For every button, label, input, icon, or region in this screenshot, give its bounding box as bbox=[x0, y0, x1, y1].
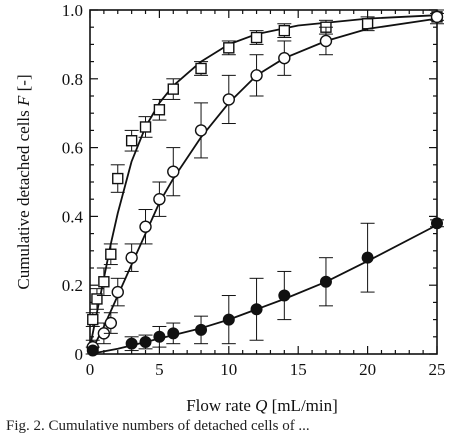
y-tick-label: 0.2 bbox=[62, 276, 83, 295]
plot-frame bbox=[89, 9, 438, 355]
series-1-point bbox=[87, 313, 99, 326]
series-2-fit-line bbox=[89, 17, 438, 355]
y-tick-label: 0 bbox=[75, 345, 84, 364]
series-3-point bbox=[222, 313, 235, 326]
series-2-point bbox=[139, 220, 152, 233]
y-tick-label: 0.4 bbox=[62, 207, 84, 226]
y-tick-label: 0.6 bbox=[62, 139, 83, 158]
series-1-point bbox=[139, 121, 152, 133]
series-3-point bbox=[86, 344, 99, 357]
series-1-point bbox=[125, 135, 138, 147]
series-1-point bbox=[250, 31, 263, 44]
series-2-point bbox=[111, 285, 124, 299]
series-1-point bbox=[91, 293, 103, 305]
series-1-point bbox=[361, 18, 374, 30]
series-2-point bbox=[430, 10, 444, 24]
series-1-point bbox=[278, 24, 291, 37]
x-tick-label: 0 bbox=[86, 360, 95, 379]
series-2-point bbox=[194, 124, 208, 137]
series-3-point bbox=[250, 303, 263, 316]
series-3-point bbox=[139, 335, 152, 348]
x-tick-label: 10 bbox=[220, 360, 237, 379]
x-axis-label: Flow rate Q [mL/min] bbox=[186, 396, 338, 415]
series-2-point bbox=[167, 165, 180, 178]
series-3-point bbox=[153, 330, 166, 343]
y-axis-label: Cumulative detached cells F [-] bbox=[14, 74, 33, 289]
series-1-point bbox=[105, 248, 117, 260]
plot-area: 0 5 10 15 20 25 0 0.2 0.4 0.6 0.8 1.0 bbox=[62, 1, 446, 379]
series-1-point bbox=[167, 83, 179, 95]
series-2-point bbox=[278, 51, 291, 65]
y-tick-label: 0.8 bbox=[62, 70, 83, 89]
series-1-point bbox=[223, 42, 235, 54]
detachment-chart: 0 5 10 15 20 25 0 0.2 0.4 0.6 0.8 1.0 Cumulative de… bbox=[14, 1, 446, 415]
x-tick-label: 20 bbox=[359, 360, 376, 379]
series-1-point bbox=[98, 276, 110, 288]
series-1-point bbox=[195, 62, 207, 75]
x-tick-label: 15 bbox=[290, 360, 307, 379]
series-3-point bbox=[278, 289, 291, 302]
series-2-point bbox=[104, 316, 118, 330]
series-3-point bbox=[167, 327, 180, 340]
series-2-point bbox=[319, 34, 333, 48]
series-3-point bbox=[319, 275, 332, 288]
series-1-fit-line bbox=[89, 14, 438, 348]
series-2-point bbox=[222, 93, 236, 106]
x-tick-label: 5 bbox=[155, 360, 164, 379]
series-3-point bbox=[125, 337, 138, 350]
series-1-point bbox=[153, 104, 166, 116]
series-3-point bbox=[195, 323, 208, 336]
series-1-point bbox=[112, 172, 124, 185]
series-2-point bbox=[125, 251, 138, 264]
series-2-point bbox=[250, 69, 263, 82]
y-tick-label: 1.0 bbox=[62, 1, 83, 20]
figure-caption: Fig. 2. Cumulative numbers of detached c… bbox=[6, 418, 310, 434]
x-tick-label: 25 bbox=[429, 360, 446, 379]
series-2-point bbox=[153, 192, 166, 206]
series-3-point bbox=[361, 251, 374, 264]
series-3-point bbox=[431, 217, 443, 230]
